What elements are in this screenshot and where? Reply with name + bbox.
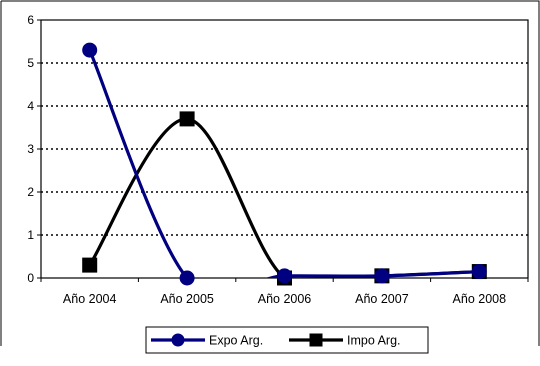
legend-marker-square bbox=[309, 333, 323, 347]
x-tick-label: Año 2008 bbox=[453, 292, 507, 306]
y-tick-label: 4 bbox=[27, 99, 34, 113]
data-point-circle bbox=[277, 268, 292, 284]
gridlines bbox=[41, 62, 528, 236]
series-lines bbox=[88, 49, 480, 278]
series-line-1 bbox=[88, 49, 480, 278]
legend: Expo Arg. Impo Arg. bbox=[145, 326, 429, 354]
data-point-square bbox=[179, 111, 195, 127]
chart-area-border bbox=[0, 0, 540, 346]
y-tick-label: 5 bbox=[27, 56, 34, 70]
data-point-circle bbox=[82, 42, 98, 58]
x-tick-label: Año 2006 bbox=[258, 292, 312, 306]
series-markers bbox=[82, 42, 487, 286]
y-axis-ticks: 0 1 2 3 4 5 6 bbox=[27, 13, 41, 285]
x-tick-label: Año 2004 bbox=[63, 292, 117, 306]
legend-marker-circle bbox=[171, 333, 185, 347]
legend-label: Expo Arg. bbox=[209, 334, 263, 348]
x-tick-label: Año 2007 bbox=[355, 292, 409, 306]
y-tick-label: 6 bbox=[27, 13, 34, 27]
y-tick-label: 3 bbox=[27, 142, 34, 156]
legend-label: Impo Arg. bbox=[347, 334, 401, 348]
y-tick-label: 1 bbox=[27, 228, 34, 242]
y-tick-label: 2 bbox=[27, 185, 34, 199]
y-tick-label: 0 bbox=[27, 271, 34, 285]
plot-area bbox=[40, 19, 529, 279]
data-point-circle bbox=[471, 264, 487, 280]
x-axis-ticks: Año 2004 Año 2005 Año 2006 Año 2007 Año 2008 bbox=[40, 278, 529, 306]
data-point-square bbox=[82, 257, 98, 273]
data-point-circle bbox=[179, 270, 195, 286]
x-tick-label: Año 2005 bbox=[160, 292, 214, 306]
data-point-circle bbox=[374, 268, 390, 284]
